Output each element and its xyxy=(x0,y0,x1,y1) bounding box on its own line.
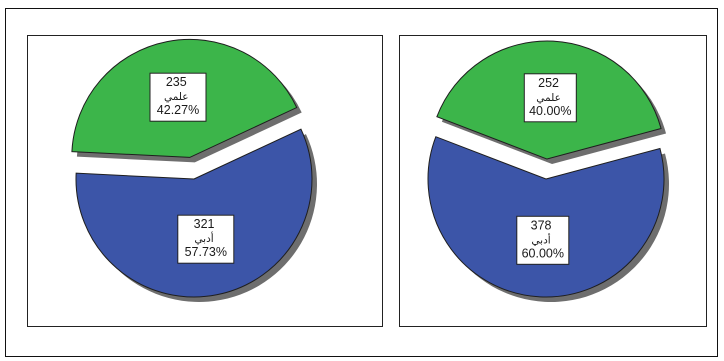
pie-panel-2: 378 أدبي 60.00% 252 علمي 40.00% xyxy=(399,35,707,327)
slice-category-label: علمي xyxy=(536,92,561,104)
svg-text:235 علمي 4: 235 علمي 42.27% xyxy=(157,75,199,117)
slice-count-label: 252 xyxy=(538,76,559,90)
slice-label-box: 378 أدبي 60.00% xyxy=(516,215,570,265)
slice-label-box: 321 أدبي 57.73% xyxy=(177,214,235,264)
slice-category-label: علمي xyxy=(164,91,189,103)
pie-panel-1: 321 أدبي 57.73% 235 علمي 42.27% xyxy=(27,35,383,327)
svg-text:252 علمي 4: 252 علمي 40.00% xyxy=(529,76,571,118)
svg-text:321 أدبي 5: 321 أدبي 57.73% xyxy=(185,217,227,259)
slice-percent-label: 42.27% xyxy=(157,103,199,117)
slice-label-box: 252 علمي 40.00% xyxy=(523,73,577,123)
svg-text:378 أدبي 6: 378 أدبي 60.00% xyxy=(522,218,564,260)
slice-count-label: 321 xyxy=(194,217,215,231)
pie-slice xyxy=(75,128,313,298)
figure-frame: 321 أدبي 57.73% 235 علمي 42.27% xyxy=(5,8,718,357)
slice-category-label: أدبي xyxy=(531,232,550,246)
slice-label-box: 235 علمي 42.27% xyxy=(149,72,207,122)
slice-count-label: 378 xyxy=(531,218,552,232)
slice-count-label: 235 xyxy=(166,75,187,89)
slice-percent-label: 60.00% xyxy=(522,246,564,260)
pie-chart-1: 321 أدبي 57.73% 235 علمي 42.27% xyxy=(71,38,317,303)
slice-category-label: أدبي xyxy=(194,231,213,245)
slice-percent-label: 57.73% xyxy=(185,245,227,259)
slice-percent-label: 40.00% xyxy=(529,104,571,118)
pie-chart-2: 378 أدبي 60.00% 252 علمي 40.00% xyxy=(427,40,670,303)
